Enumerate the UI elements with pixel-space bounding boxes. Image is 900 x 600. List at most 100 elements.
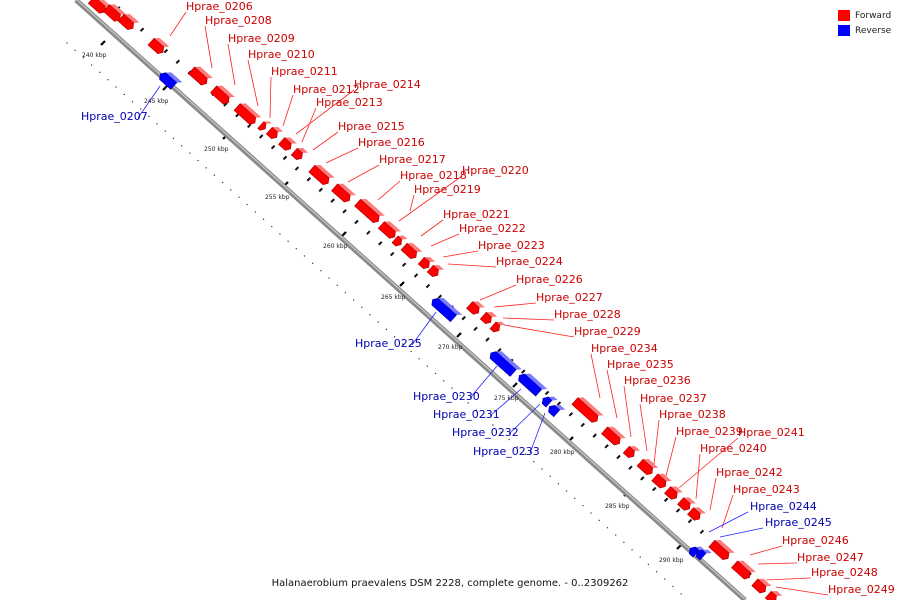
minor-tick (99, 71, 101, 73)
minor-tick (377, 321, 379, 323)
forward-track-dash (258, 134, 264, 139)
reverse-gene-label: Hprae_0230 (413, 390, 480, 403)
minor-tick (574, 497, 576, 499)
forward-gene-glyph (290, 147, 309, 161)
major-tick (399, 281, 405, 287)
scale-tick-label: 280 kbp (550, 449, 575, 456)
minor-tick (639, 556, 641, 558)
reverse-gene-leader-line (137, 85, 161, 119)
scale-tick-label: 240 kbp (82, 52, 107, 59)
forward-gene-label: Hprae_0208 (205, 14, 272, 27)
forward-gene-label: Hprae_0236 (624, 374, 691, 387)
forward-gene-glyph (571, 397, 604, 423)
minor-tick (353, 299, 355, 301)
legend-forward-label: Forward (855, 10, 892, 21)
minor-tick (90, 64, 93, 66)
scale-tick-label: 290 kbp (659, 557, 684, 564)
forward-track-dash (687, 518, 693, 524)
forward-track-dash (425, 283, 431, 289)
forward-gene-label: Hprae_0224 (496, 255, 563, 268)
minor-tick (393, 336, 396, 338)
forward-gene-leader-line (269, 76, 272, 119)
forward-gene-glyph (708, 539, 735, 561)
minor-tick (303, 255, 306, 257)
minor-tick (434, 372, 437, 375)
forward-gene-glyph (601, 426, 626, 446)
forward-track-dash (318, 187, 323, 193)
forward-gene-label: Hprae_0239 (676, 425, 743, 438)
forward-track-dash (604, 444, 609, 449)
minor-tick (459, 394, 461, 397)
major-tick (341, 231, 347, 237)
forward-gene-label: Hprae_0216 (358, 136, 425, 149)
forward-track-dash (163, 48, 169, 54)
minor-tick (664, 578, 666, 580)
minor-tick (484, 416, 486, 419)
minor-tick (287, 240, 289, 242)
forward-gene-glyph (265, 126, 284, 140)
forward-gene-label: Hprae_0221 (443, 208, 510, 221)
forward-gene-label: Hprae_0241 (738, 426, 805, 439)
forward-gene-glyph (400, 242, 423, 260)
reverse-gene-leader-line (719, 527, 764, 538)
forward-gene-leader-line (749, 545, 783, 556)
forward-gene-glyph (466, 301, 485, 315)
forward-track-dash (473, 326, 478, 332)
forward-gene-leader-line (653, 419, 660, 465)
scale-tick-label: 270 kbp (438, 344, 463, 351)
forward-gene-glyph (257, 121, 272, 131)
forward-gene-leader-line (765, 577, 812, 581)
forward-gene-glyph (308, 164, 335, 186)
forward-gene-label: Hprae_0217 (379, 153, 446, 166)
forward-gene-glyph (636, 458, 659, 476)
minor-tick (156, 123, 158, 125)
forward-gene-leader-line (695, 453, 701, 500)
map-caption: Halanaerobium praevalens DSM 2228, compl… (271, 578, 629, 589)
forward-swatch (838, 10, 850, 21)
forward-gene-leader-line (623, 385, 632, 438)
minor-tick (590, 512, 592, 514)
minor-tick (140, 108, 142, 110)
minor-tick (197, 159, 199, 162)
reverse-gene-label: Hprae_0225 (355, 337, 422, 350)
forward-gene-glyph (354, 198, 385, 224)
reverse-gene-label: Hprae_0233 (473, 445, 540, 458)
minor-tick (148, 115, 150, 118)
forward-track-dash (652, 486, 657, 492)
forward-track-dash (282, 155, 288, 161)
minor-tick (361, 306, 363, 308)
forward-gene-label: Hprae_0219 (414, 183, 481, 196)
forward-track-dash (389, 251, 395, 257)
reverse-gene-leader-line (508, 403, 541, 435)
reverse-swatch (838, 25, 850, 36)
forward-track-dash (640, 476, 645, 481)
minor-tick (508, 438, 510, 441)
minor-tick (246, 203, 248, 206)
forward-gene-leader-line (377, 180, 401, 201)
forward-gene-leader-line (430, 233, 460, 247)
forward-gene-leader-line (775, 586, 829, 596)
minor-tick (131, 101, 134, 103)
minor-tick (74, 49, 76, 51)
forward-track-dash (521, 369, 526, 374)
forward-gene-label: Hprae_0226 (516, 273, 583, 286)
minor-tick (271, 225, 273, 228)
scale-labels: 240 kbp 245 kbp 250 kbp 255 kbp 260 kbp 265 k… (82, 52, 684, 564)
forward-gene-glyph (278, 137, 297, 151)
forward-gene-label: Hprae_0215 (338, 120, 405, 133)
forward-gene-leader-line (295, 89, 355, 135)
forward-gene-label: Hprae_0222 (459, 222, 526, 235)
reverse-gene-leader-line (489, 388, 522, 417)
minor-tick (467, 402, 469, 404)
forward-gene-glyph (751, 578, 772, 594)
forward-track-dash (175, 59, 180, 64)
forward-gene-leader-line (442, 250, 479, 258)
major-tick (100, 40, 106, 46)
reverse-gene-label: Hprae_0232 (452, 426, 519, 439)
forward-gene-glyph (331, 183, 356, 203)
gene-features (87, 0, 783, 600)
forward-gene-label: Hprae_0214 (354, 78, 421, 91)
legend-forward: Forward (838, 8, 891, 23)
